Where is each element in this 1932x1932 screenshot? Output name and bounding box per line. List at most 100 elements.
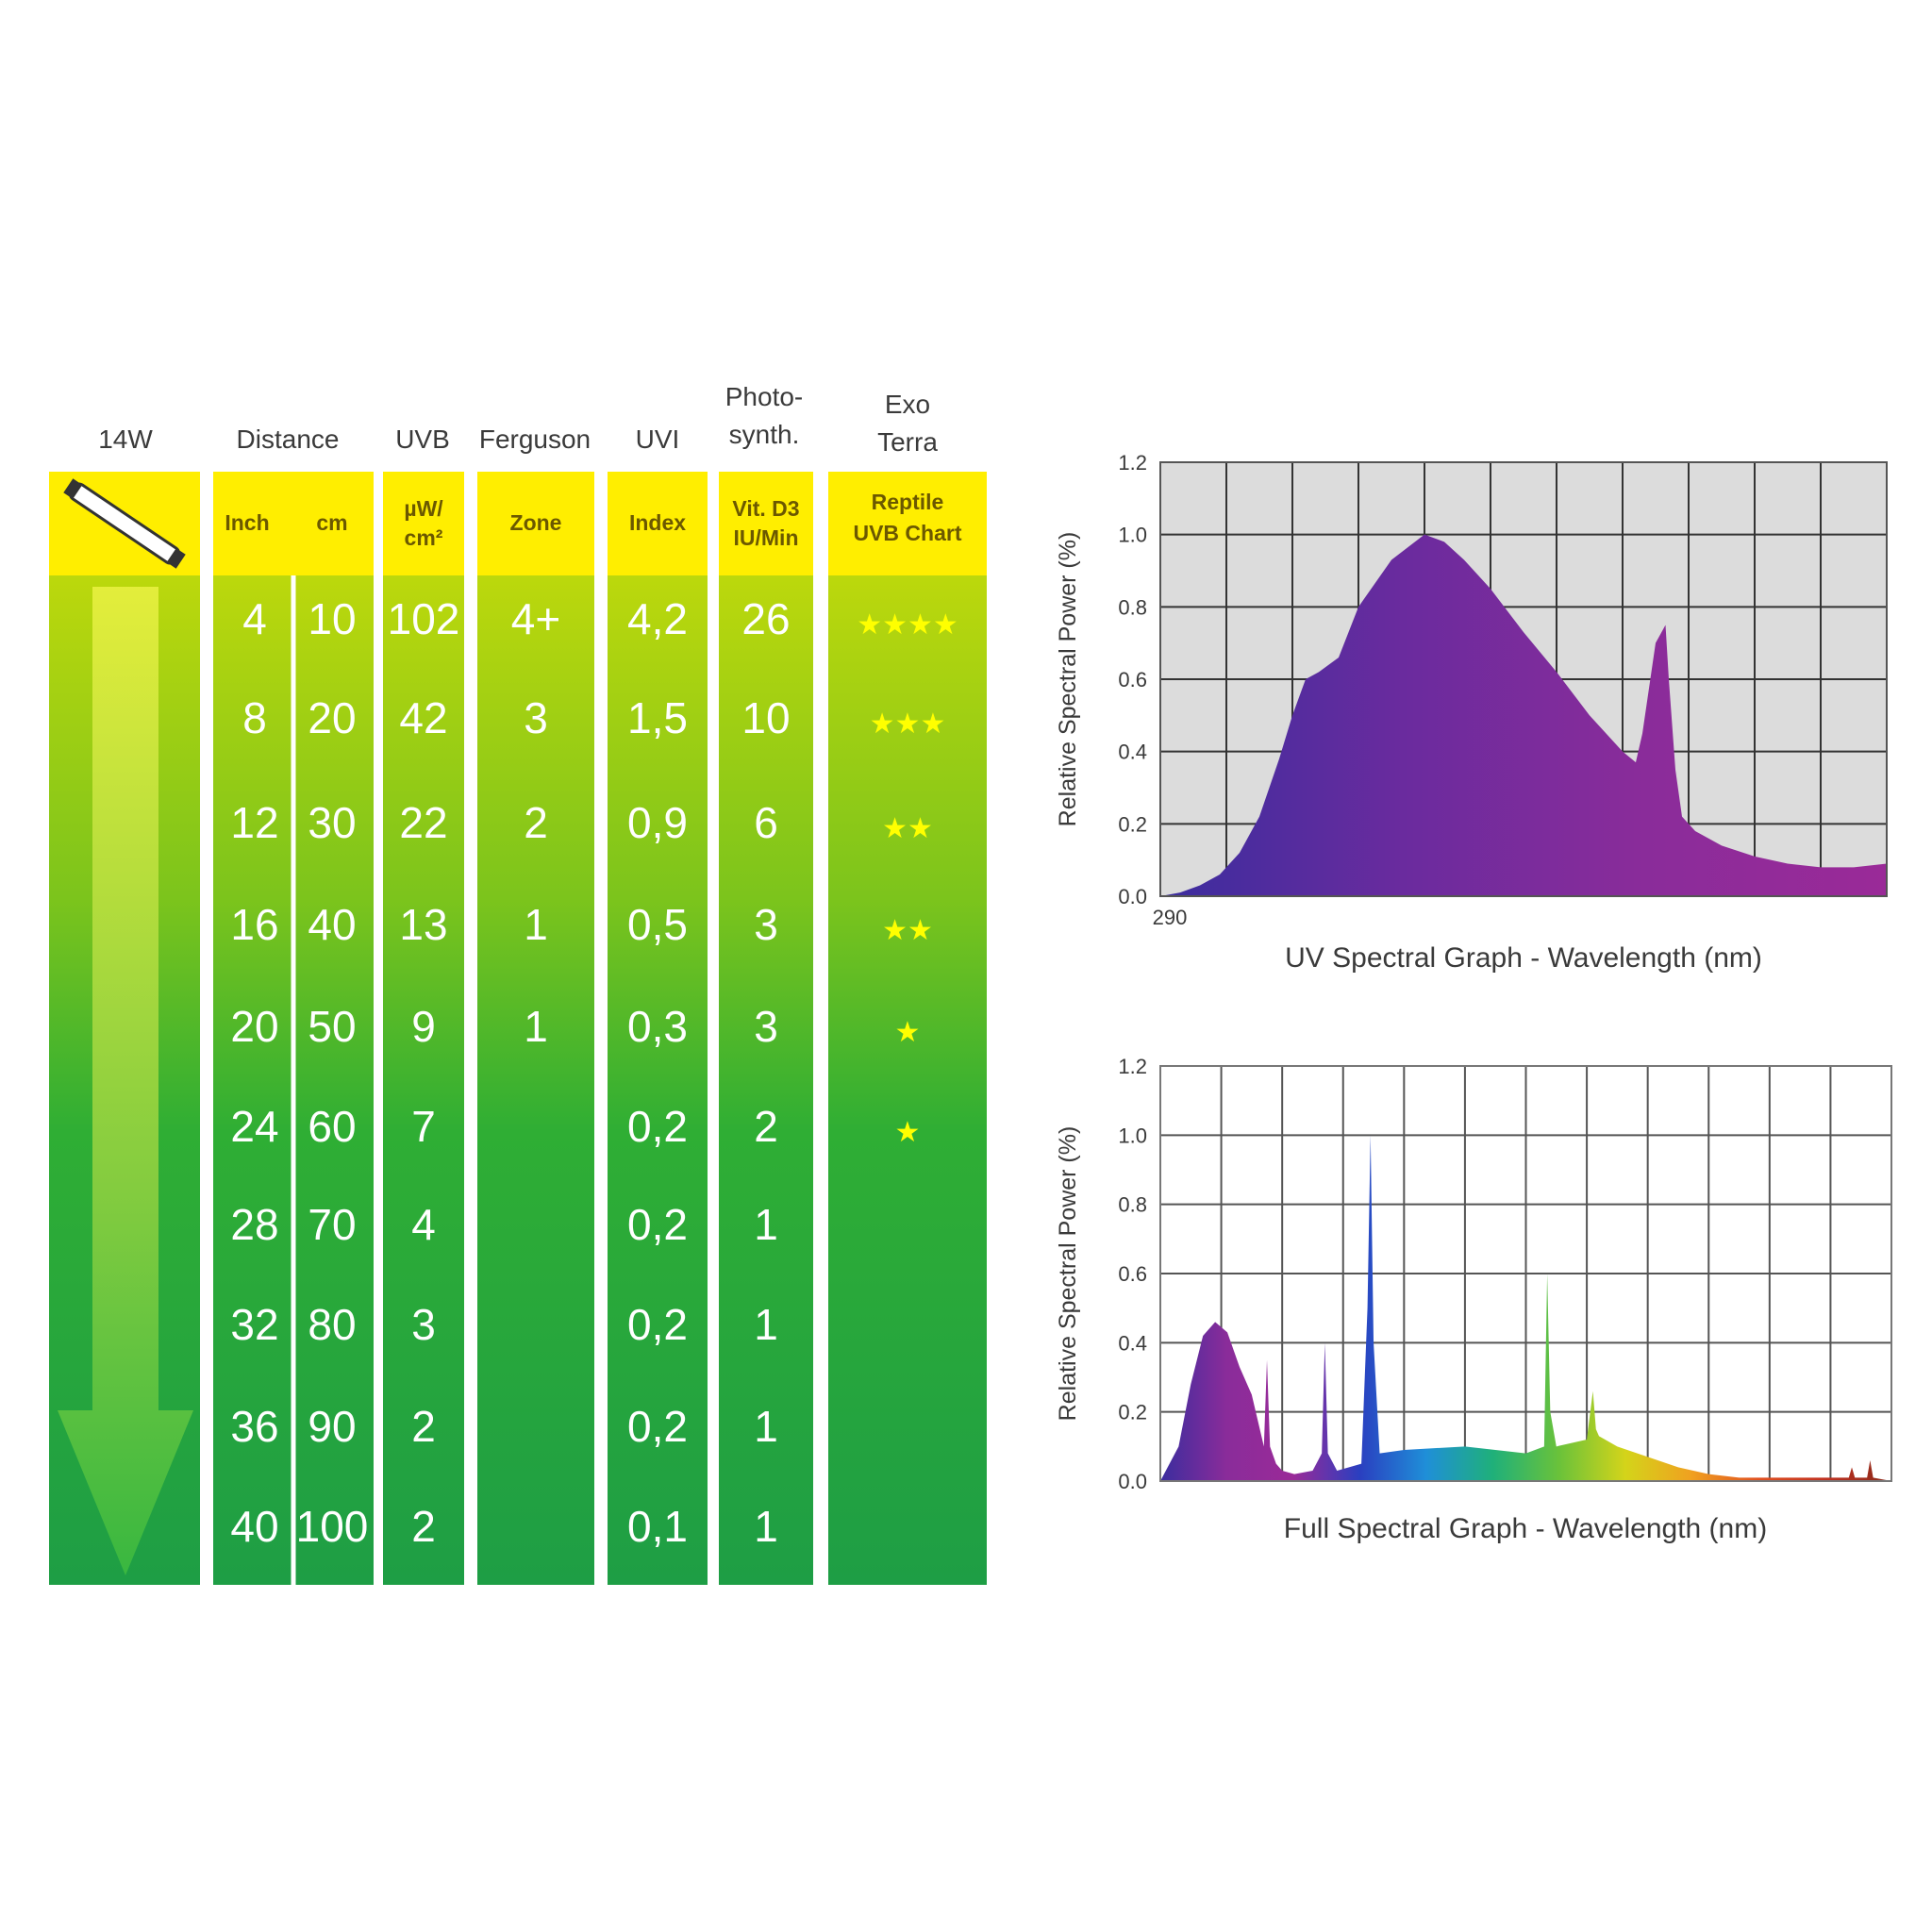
column-backgrounds [49, 472, 987, 1585]
cell-inch: 8 [242, 693, 267, 742]
header-uvb: UVB [395, 425, 450, 454]
cell-uvi: 0,2 [627, 1300, 688, 1349]
col-photo-body-bg [719, 575, 813, 1585]
table-body: 4 10 102 4+ 4,2 26 ★★★★ 8 20 42 3 1,5 10… [230, 594, 958, 1551]
col-ferguson-body-bg [477, 575, 594, 1585]
cell-stars: ★★★ [870, 708, 946, 741]
cell-cm: 20 [308, 693, 356, 742]
cell-cm: 100 [296, 1502, 369, 1551]
cell-inch: 28 [230, 1200, 278, 1249]
cell-zone: 1 [524, 900, 548, 949]
cell-vitd: 1 [754, 1502, 778, 1551]
cell-inch: 36 [230, 1402, 278, 1451]
y-tick-label: 0.2 [1118, 1401, 1147, 1424]
y-tick-label: 0.2 [1118, 812, 1147, 836]
full-spectral-graph: 0.0 0.2 0.4 0.6 0.8 1.0 1.2 Relative Spectral … [1055, 1055, 1892, 1544]
cell-uvb: 2 [411, 1502, 436, 1551]
cell-vitd: 3 [754, 900, 778, 949]
table-row: 36 90 2 0,2 1 [230, 1402, 777, 1451]
header-ferguson: Ferguson [479, 425, 591, 454]
cell-stars: ★ [895, 1116, 921, 1149]
cell-vitd: 26 [741, 594, 790, 643]
col-uvb-body-bg [383, 575, 464, 1585]
plot-frame [1159, 1065, 1892, 1482]
header-distance: Distance [237, 425, 340, 454]
col-photo-header-bg [719, 472, 813, 575]
subheader-zone: Zone [510, 510, 562, 535]
col-exo-header-bg [828, 472, 987, 575]
y-tick-label: 0.4 [1118, 1331, 1147, 1355]
full-graph-caption: Full Spectral Graph - Wavelength (nm) [1284, 1513, 1767, 1544]
cell-inch: 32 [230, 1300, 278, 1349]
cell-uvi: 4,2 [627, 594, 688, 643]
cell-vitd: 1 [754, 1300, 778, 1349]
cell-uvb: 3 [411, 1300, 436, 1349]
subheader-cm: cm [316, 510, 347, 535]
header-photo-line2: synth. [729, 420, 800, 449]
y-tick-label: 0.8 [1118, 1193, 1147, 1217]
y-tick-label: 0.0 [1118, 885, 1147, 908]
cell-inch: 12 [230, 798, 278, 847]
y-tick-label: 1.0 [1118, 524, 1147, 547]
cell-cm: 90 [308, 1402, 356, 1451]
cell-uvi: 0,5 [627, 900, 688, 949]
cell-zone: 4+ [511, 594, 560, 643]
cell-uvb: 13 [399, 900, 447, 949]
y-tick-label: 0.6 [1118, 668, 1147, 691]
table-row: 16 40 13 1 0,5 3 ★★ [230, 900, 932, 949]
subheader-vitd-line2: IU/Min [734, 525, 799, 550]
column-headers: 14W Distance UVB Ferguson UVI Photo- syn… [98, 382, 938, 457]
cell-cm: 40 [308, 900, 356, 949]
y-tick-label: 1.2 [1118, 451, 1147, 475]
subheader-uvb-line1: µW/ [404, 496, 443, 521]
cell-uvi: 0,1 [627, 1502, 688, 1551]
cell-inch: 16 [230, 900, 278, 949]
cell-cm: 60 [308, 1102, 356, 1151]
subheader-index: Index [629, 510, 686, 535]
table-row: 24 60 7 0,2 2 ★ [230, 1102, 920, 1151]
cell-vitd: 3 [754, 1002, 778, 1051]
cell-inch: 4 [242, 594, 267, 643]
cell-uvi: 0,2 [627, 1102, 688, 1151]
cell-uvb: 7 [411, 1102, 436, 1151]
y-tick-labels: 0.0 0.2 0.4 0.6 0.8 1.0 1.2 [1118, 451, 1147, 908]
col-exo-body-bg [828, 575, 987, 1585]
y-tick-label: 0.4 [1118, 741, 1147, 764]
uv-graph-caption: UV Spectral Graph - Wavelength (nm) [1285, 942, 1762, 974]
y-tick-label: 0.0 [1118, 1470, 1147, 1493]
table-row: 20 50 9 1 0,3 3 ★ [230, 1002, 920, 1051]
y-tick-label: 0.8 [1118, 595, 1147, 619]
subheader-inch: Inch [225, 510, 269, 535]
y-axis-label: Relative Spectral Power (%) [1055, 1126, 1081, 1422]
uv-spectral-graph: 0.0 0.2 0.4 0.6 0.8 1.0 1.2 290 Relative Spect… [1055, 451, 1888, 974]
subheader-reptile-line1: Reptile [872, 490, 944, 514]
column-subheaders: Inch cm µW/ cm² Zone Index Vit. D3 IU/Mi… [225, 490, 961, 550]
cell-uvi: 1,5 [627, 693, 688, 742]
plot-frame [1159, 461, 1888, 897]
header-exo-line2: Terra [877, 427, 938, 457]
full-spectrum-area [1160, 1135, 1891, 1481]
subheader-reptile-line2: UVB Chart [853, 521, 961, 545]
cell-stars: ★★ [882, 812, 933, 845]
col-uvi-body-bg [608, 575, 708, 1585]
grid-lines [1160, 1066, 1891, 1481]
cell-vitd: 1 [754, 1402, 778, 1451]
cell-cm: 80 [308, 1300, 356, 1349]
col-ferguson-header-bg [477, 472, 594, 575]
cell-cm: 70 [308, 1200, 356, 1249]
cell-uvb: 102 [388, 594, 460, 643]
cell-inch: 20 [230, 1002, 278, 1051]
cell-cm: 30 [308, 798, 356, 847]
subheader-vitd-line1: Vit. D3 [732, 496, 799, 521]
cell-zone: 3 [524, 693, 548, 742]
uvb-distance-table: 14W Distance UVB Ferguson UVI Photo- syn… [49, 382, 987, 1585]
cell-uvi: 0,3 [627, 1002, 688, 1051]
cell-cm: 50 [308, 1002, 356, 1051]
table-row: 4 10 102 4+ 4,2 26 ★★★★ [242, 594, 958, 643]
cell-inch: 24 [230, 1102, 278, 1151]
table-row: 8 20 42 3 1,5 10 ★★★ [242, 693, 945, 742]
col-distance-header-bg [213, 472, 374, 575]
cell-uvi: 0,2 [627, 1200, 688, 1249]
cell-vitd: 6 [754, 798, 778, 847]
y-tick-labels: 0.0 0.2 0.4 0.6 0.8 1.0 1.2 [1118, 1055, 1147, 1493]
